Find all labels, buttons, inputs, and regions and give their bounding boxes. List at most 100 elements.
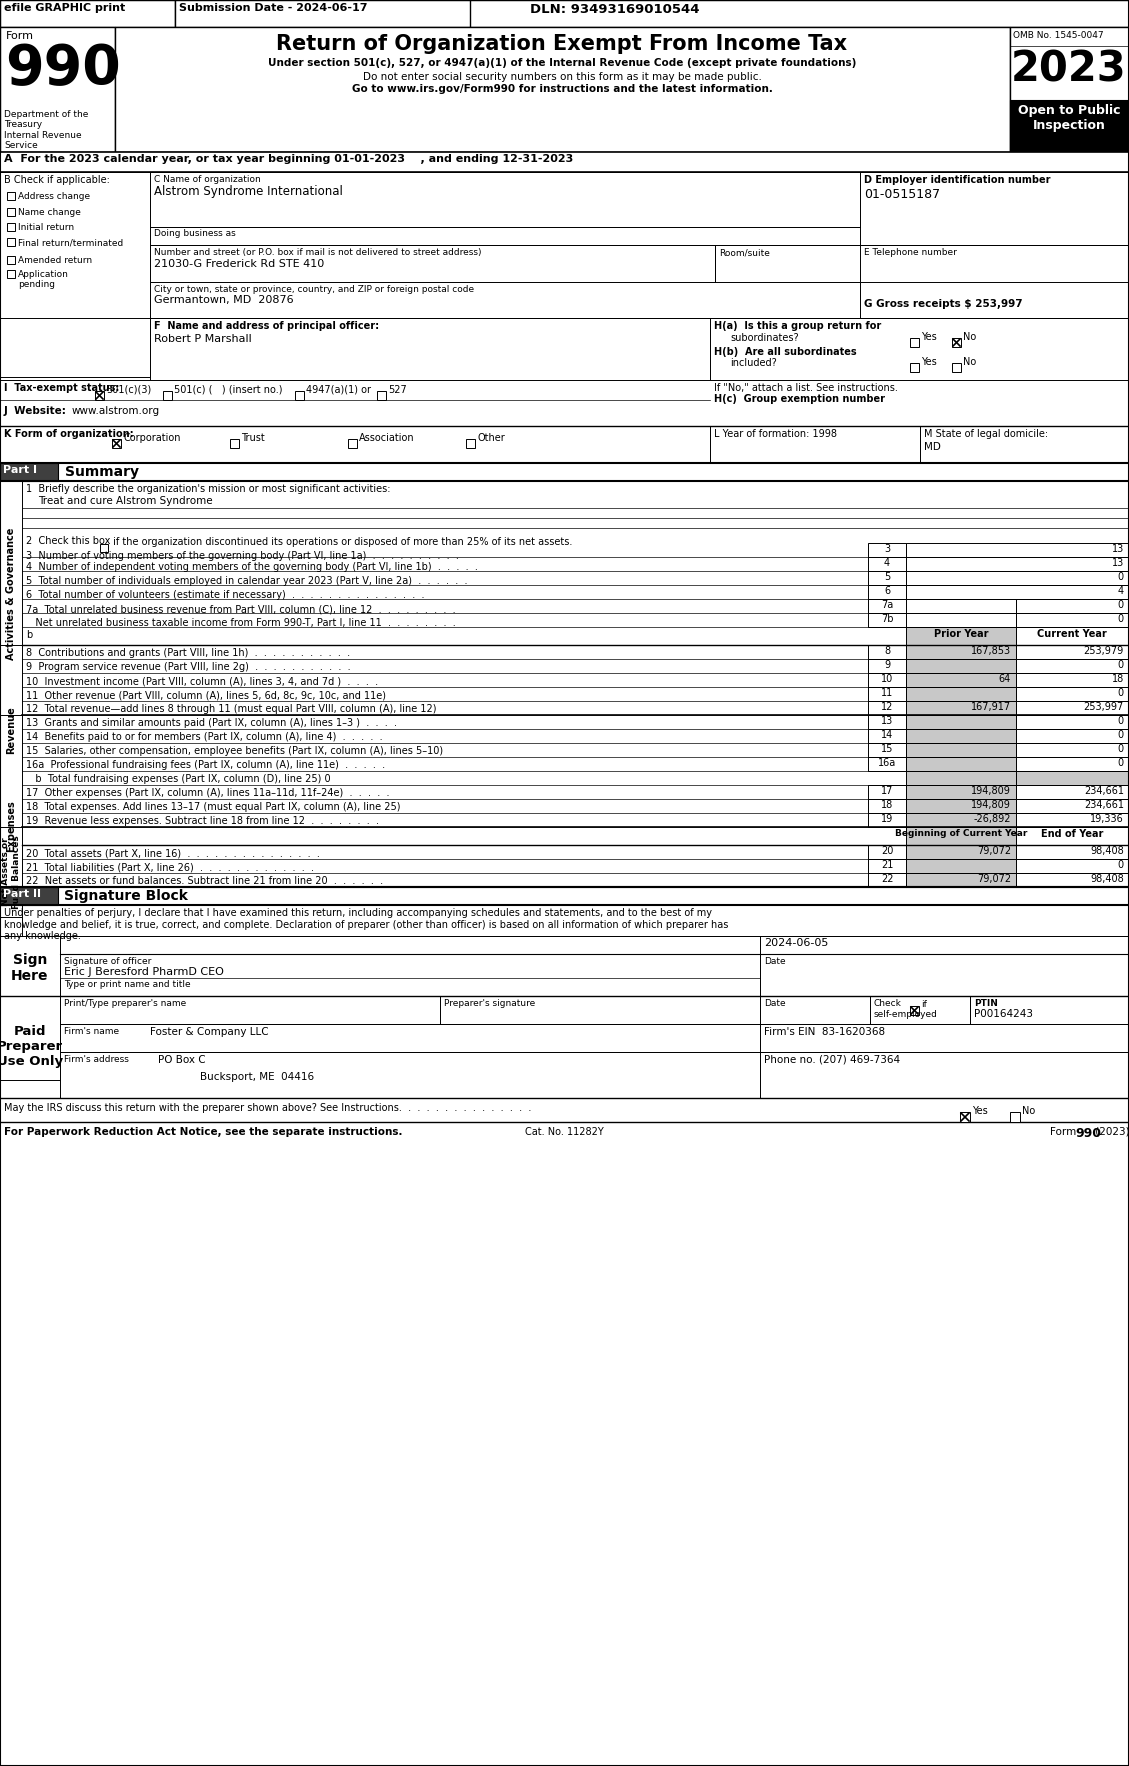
Text: 11: 11 (881, 689, 893, 698)
Bar (150, 283, 860, 318)
Text: For Paperwork Reduction Act Notice, see the separate instructions.: For Paperwork Reduction Act Notice, see … (5, 1127, 403, 1137)
Text: Treat and cure Alstrom Syndrome: Treat and cure Alstrom Syndrome (38, 496, 212, 507)
Text: 527: 527 (388, 385, 406, 396)
Text: Trust: Trust (240, 433, 264, 443)
Bar (1016, 645, 1129, 659)
Text: (2023): (2023) (1092, 1127, 1129, 1137)
Bar (868, 570, 905, 585)
Text: Other: Other (476, 433, 505, 443)
Bar (7, 256, 15, 263)
Text: subordinates?: subordinates? (730, 334, 798, 343)
Bar (230, 440, 239, 449)
Text: 0: 0 (1118, 729, 1124, 740)
Text: 990: 990 (1075, 1127, 1101, 1141)
Text: Under section 501(c), 527, or 4947(a)(1) of the Internal Revenue Code (except pr: Under section 501(c), 527, or 4947(a)(1)… (268, 58, 856, 69)
Bar (905, 673, 1016, 687)
Bar (760, 936, 1129, 954)
Bar (868, 585, 905, 599)
Text: 5: 5 (884, 572, 890, 583)
Text: Alstrom Syndrome International: Alstrom Syndrome International (154, 185, 343, 198)
Bar (0, 152, 1129, 171)
Text: Open to Public
Inspection: Open to Public Inspection (1017, 104, 1120, 132)
Text: Number and street (or P.O. box if mail is not delivered to street address): Number and street (or P.O. box if mail i… (154, 247, 481, 258)
Text: 22: 22 (881, 874, 893, 885)
Bar (920, 426, 1129, 463)
Bar (868, 556, 905, 570)
Bar (905, 798, 1016, 812)
Bar (760, 996, 870, 1024)
Text: 990: 990 (5, 42, 121, 95)
Text: if: if (921, 1000, 927, 1008)
Text: 18: 18 (881, 800, 893, 811)
Bar (905, 585, 1129, 599)
Bar (1016, 673, 1129, 687)
Text: 79,072: 79,072 (977, 874, 1010, 885)
Bar (868, 645, 905, 659)
Text: H(b)  Are all subordinates: H(b) Are all subordinates (714, 346, 857, 357)
Text: 14: 14 (881, 729, 893, 740)
Text: 253,997: 253,997 (1084, 703, 1124, 712)
Bar (7, 192, 15, 200)
Bar (868, 786, 905, 798)
Text: Under penalties of perjury, I declare that I have examined this return, includin: Under penalties of perjury, I declare th… (5, 908, 728, 941)
Text: 0: 0 (1118, 715, 1124, 726)
Text: F  Name and address of principal officer:: F Name and address of principal officer: (154, 321, 379, 330)
Bar (868, 743, 905, 758)
Text: Signature Block: Signature Block (64, 888, 187, 902)
Bar (868, 687, 905, 701)
Text: 16a  Professional fundraising fees (Part IX, column (A), line 11e)  .  .  .  .  : 16a Professional fundraising fees (Part … (26, 759, 385, 770)
Bar (952, 364, 961, 373)
Text: Go to www.irs.gov/Form990 for instructions and the latest information.: Go to www.irs.gov/Form990 for instructio… (351, 85, 772, 94)
Text: MD: MD (924, 442, 940, 452)
Text: 5  Total number of individuals employed in calendar year 2023 (Part V, line 2a) : 5 Total number of individuals employed i… (26, 576, 467, 586)
Bar (163, 390, 172, 401)
Text: Eric J Beresford PharmD CEO: Eric J Beresford PharmD CEO (64, 968, 224, 977)
Bar (960, 1113, 970, 1121)
Text: Date: Date (764, 957, 786, 966)
Text: b: b (26, 630, 33, 639)
Text: No: No (1022, 1106, 1035, 1116)
Text: No: No (963, 357, 977, 367)
Text: Summary: Summary (65, 464, 139, 479)
Bar (910, 364, 919, 373)
Text: 13: 13 (1112, 558, 1124, 569)
Bar (760, 1024, 1129, 1053)
Text: 2024-06-05: 2024-06-05 (764, 938, 829, 948)
Text: 194,809: 194,809 (971, 786, 1010, 796)
Bar (952, 337, 961, 346)
Bar (60, 954, 760, 996)
Bar (905, 772, 1016, 786)
Text: 7a  Total unrelated business revenue from Part VIII, column (C), line 12  .  .  : 7a Total unrelated business revenue from… (26, 604, 456, 615)
Text: H(a)  Is this a group return for: H(a) Is this a group return for (714, 321, 882, 330)
Text: 10  Investment income (Part VIII, column (A), lines 3, 4, and 7d )  .  .  .  .: 10 Investment income (Part VIII, column … (26, 676, 378, 685)
Text: if the organization discontinued its operations or disposed of more than 25% of : if the organization discontinued its ope… (110, 537, 572, 547)
Text: 17: 17 (881, 786, 893, 796)
Bar (860, 283, 1129, 318)
Text: 12: 12 (881, 703, 893, 712)
Text: Return of Organization Exempt From Income Tax: Return of Organization Exempt From Incom… (277, 34, 848, 55)
Bar (0, 0, 1129, 26)
Bar (1016, 613, 1129, 627)
Bar (868, 798, 905, 812)
Text: Initial return: Initial return (18, 223, 75, 231)
Bar (1016, 858, 1129, 872)
Bar (466, 440, 475, 449)
Text: Final return/terminated: Final return/terminated (18, 238, 123, 247)
Text: 18  Total expenses. Add lines 13–17 (must equal Part IX, column (A), line 25): 18 Total expenses. Add lines 13–17 (must… (26, 802, 401, 812)
Bar (870, 996, 970, 1024)
Bar (0, 996, 60, 1081)
Bar (95, 390, 104, 401)
Text: 79,072: 79,072 (977, 846, 1010, 857)
Text: Department of the
Treasury
Internal Revenue
Service: Department of the Treasury Internal Reve… (5, 109, 88, 150)
Text: 15  Salaries, other compensation, employee benefits (Part IX, column (A), lines : 15 Salaries, other compensation, employe… (26, 745, 443, 756)
Text: Paid
Preparer
Use Only: Paid Preparer Use Only (0, 1024, 63, 1068)
Bar (60, 1024, 760, 1053)
Bar (868, 673, 905, 687)
Text: Activities & Governance: Activities & Governance (6, 528, 16, 660)
Text: Application
pending: Application pending (18, 270, 69, 290)
Bar (760, 1053, 1129, 1098)
Bar (905, 542, 1129, 556)
Text: 8: 8 (884, 646, 890, 655)
Bar (1016, 627, 1129, 645)
Bar (1016, 798, 1129, 812)
